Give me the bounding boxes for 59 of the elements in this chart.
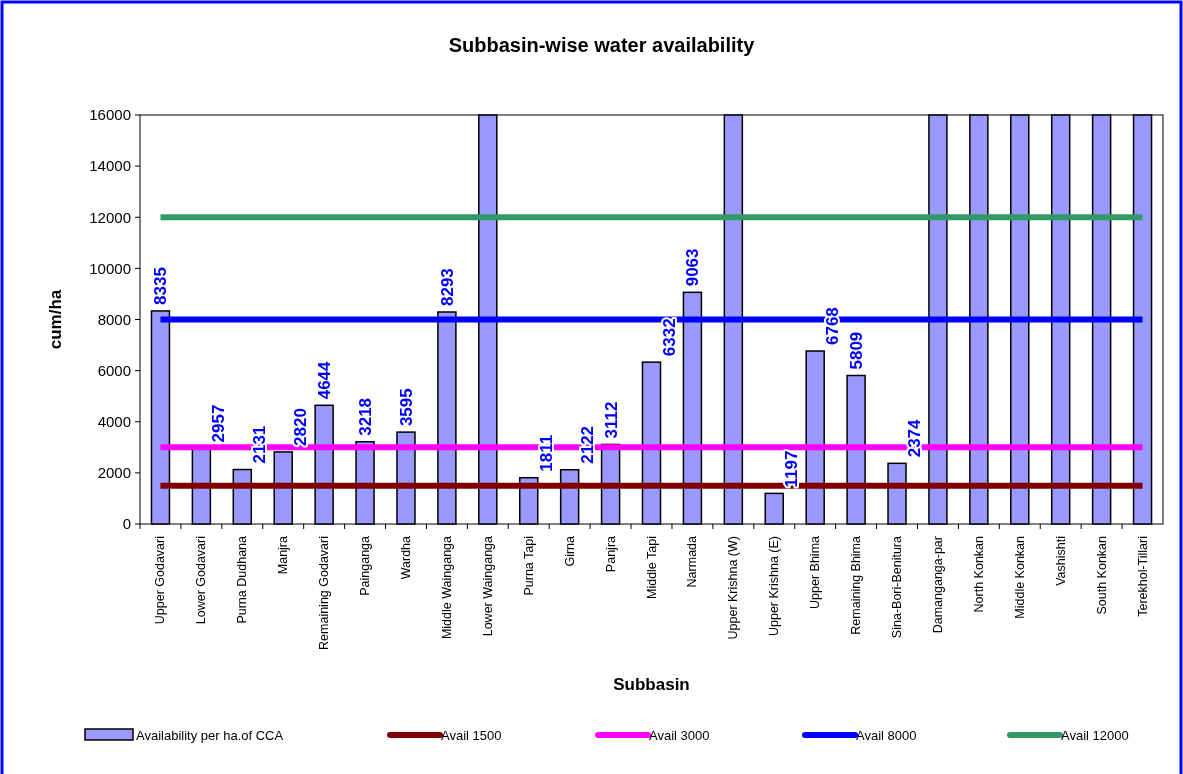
x-tick-label: Lower Wainganga — [480, 535, 495, 637]
x-tick-label: Purna Tapi — [521, 536, 536, 596]
x-tick-label: Narmada — [685, 535, 700, 588]
x-tick-label: Damanganga-par — [930, 536, 945, 634]
data-label: 1811 — [536, 434, 556, 472]
legend-label: Avail 3000 — [649, 727, 710, 743]
x-tick-label: Upper Godavari — [153, 536, 168, 625]
data-label: 2374 — [905, 418, 925, 458]
data-label: 1197 — [782, 450, 802, 488]
x-tick-label: Girna — [562, 535, 577, 567]
x-tick-label: Wardha — [398, 535, 413, 580]
data-label: 8335 — [151, 267, 171, 305]
x-tick-label: Sina-Bori-Benitura — [890, 535, 905, 639]
y-tick-label: 14000 — [89, 157, 131, 175]
x-tick-label: Remaining Bhima — [849, 535, 864, 635]
chart-title: Subbasin-wise water availability — [448, 34, 756, 56]
x-tick-label: Upper Krishna (W) — [726, 536, 741, 640]
y-tick-label: 4000 — [97, 413, 131, 430]
x-tick-label: Terekhol-Tillari — [1135, 536, 1150, 617]
data-label: 4644 — [315, 360, 335, 400]
data-label: 8293 — [437, 268, 457, 307]
data-label: 2820 — [291, 408, 311, 446]
data-label: 3595 — [396, 388, 416, 427]
y-tick-label: 2000 — [97, 464, 131, 482]
y-tick-label: 10000 — [89, 259, 131, 277]
x-tick-label: Manjra — [276, 535, 291, 575]
x-tick-label: Vashishti — [1053, 536, 1068, 586]
x-tick-label: Middle Tapi — [644, 536, 659, 600]
x-tick-label: Painganga — [358, 535, 373, 596]
x-tick-label: Upper Bhima — [808, 535, 823, 609]
x-tick-label: North Konkan — [971, 535, 986, 613]
y-tick-label: 12000 — [89, 208, 131, 226]
data-label: 6332 — [659, 318, 679, 357]
legend-label: Avail 8000 — [856, 727, 917, 743]
x-tick-label: Panjra — [603, 535, 618, 573]
legend-label: Avail 12000 — [1061, 727, 1129, 743]
legend-label: Avail 1500 — [441, 727, 502, 743]
x-tick-label: Upper Krishna (E) — [767, 536, 782, 637]
y-tick-label: 8000 — [97, 310, 131, 328]
data-label: 2131 — [250, 425, 270, 464]
data-label: 2122 — [577, 425, 597, 464]
data-label: 5809 — [847, 331, 867, 370]
data-label: 3218 — [356, 397, 376, 436]
x-tick-label: Purna Dudhana — [235, 535, 250, 624]
y-tick-label: 6000 — [97, 361, 131, 379]
data-label: 3112 — [601, 401, 621, 439]
legend-label: Availability per ha.of CCA — [136, 727, 284, 743]
y-tick-label: 0 — [122, 515, 131, 533]
x-tick-label: Middle Wainganga — [439, 535, 454, 640]
x-axis-title: Subbasin — [613, 675, 690, 694]
data-label: 6768 — [823, 307, 843, 345]
x-tick-label: Middle Konkan — [1012, 535, 1027, 619]
x-tick-label: South Konkan — [1094, 535, 1109, 615]
y-tick-label: 16000 — [89, 106, 131, 124]
data-label: 2957 — [209, 404, 229, 443]
x-tick-label: Lower Godavari — [194, 536, 209, 625]
data-label: 9063 — [683, 248, 703, 287]
x-tick-label: Remaining Godavari — [317, 536, 332, 650]
y-axis-title: cum/ha — [46, 289, 65, 350]
